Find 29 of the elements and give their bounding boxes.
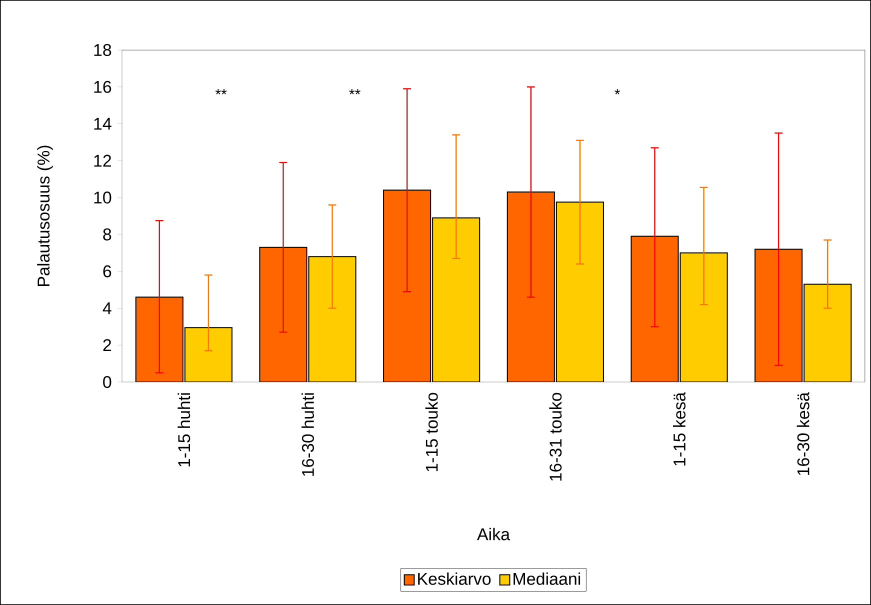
bar [308, 256, 356, 382]
y-tick-label: 18 [94, 44, 112, 56]
annotation: ** [215, 89, 227, 94]
annotation: ** [349, 89, 360, 94]
y-tick-label: 10 [94, 192, 112, 204]
bar [556, 202, 604, 382]
x-tick-label: 16-30 kesä [796, 392, 810, 475]
legend-label: Keskiarvo [418, 572, 491, 585]
x-tick-label: 1-15 kesä [673, 392, 686, 466]
y-tick-label: 14 [94, 118, 112, 130]
y-axis-title: Palautusosuus (%) [37, 146, 53, 286]
legend-label: Mediaani [514, 572, 580, 585]
x-axis-title: Aika [476, 528, 510, 540]
y-tick-label: 0 [103, 376, 112, 388]
bar [804, 284, 852, 382]
bar [432, 218, 480, 382]
x-tick-label: 16-30 huhti [302, 393, 314, 476]
y-tick-label: 2 [103, 339, 112, 352]
y-tick-label: 4 [102, 302, 112, 314]
x-tick-label: 16-31 touko [549, 392, 562, 481]
annotation: * [614, 89, 620, 94]
y-tick-label: 12 [94, 154, 112, 167]
y-tick-label: 8 [103, 228, 112, 240]
bar [184, 328, 232, 382]
x-tick-label: 1-15 huhti [178, 393, 190, 466]
y-tick-label: 16 [94, 80, 112, 93]
bar [680, 252, 728, 382]
y-tick-label: 6 [103, 265, 112, 278]
x-tick-label: 1-15 touko [425, 392, 438, 472]
